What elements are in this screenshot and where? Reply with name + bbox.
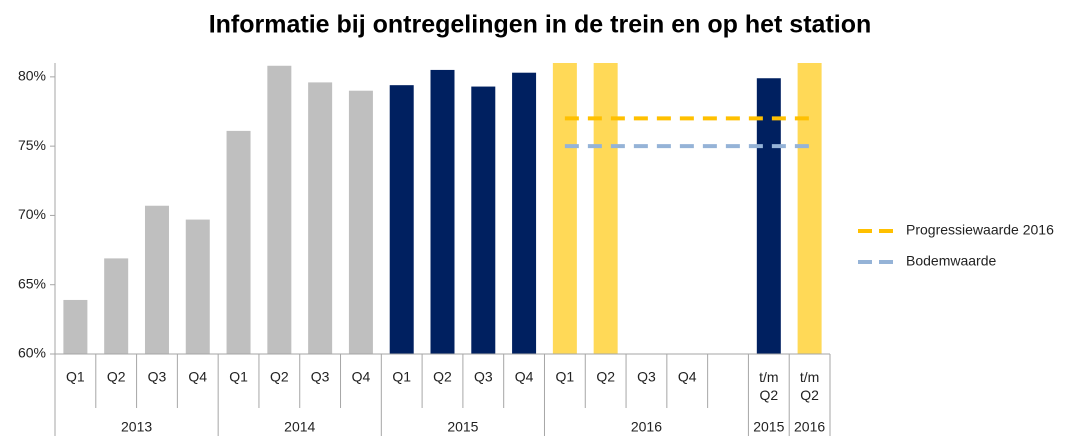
bar (348, 90, 373, 354)
x-tick-label: Q2 (433, 369, 452, 385)
group-label: 2016 (794, 419, 825, 435)
bar (308, 82, 333, 355)
group-label: 2015 (447, 419, 478, 435)
legend-label: Bodemwaarde (906, 253, 996, 269)
x-tick-label: Q3 (148, 369, 167, 385)
x-tick-label: Q4 (352, 369, 371, 385)
bar (430, 69, 455, 354)
group-label: 2015 (753, 419, 784, 435)
chart-title: Informatie bij ontregelingen in de trein… (209, 11, 872, 39)
bar (797, 63, 822, 354)
bar (389, 85, 414, 355)
y-tick-label: 75% (18, 137, 46, 153)
x-tick-label: Q4 (188, 369, 207, 385)
x-tick-label: Q1 (392, 369, 411, 385)
bar (593, 63, 618, 354)
x-tick-label: t/m Q2 (759, 369, 778, 403)
y-tick-label: 70% (18, 206, 46, 222)
x-tick-label: Q4 (515, 369, 534, 385)
y-tick-label: 60% (18, 345, 46, 361)
bar (104, 258, 129, 354)
x-tick-label: Q1 (556, 369, 575, 385)
x-tick-label: Q3 (474, 369, 493, 385)
x-tick-label: t/m Q2 (800, 369, 819, 403)
bar (226, 130, 251, 354)
x-tick-label: Q3 (311, 369, 330, 385)
group-label: 2014 (284, 419, 315, 435)
x-tick-label: Q1 (229, 369, 248, 385)
y-tick-label: 80% (18, 68, 46, 84)
x-tick-label: Q3 (637, 369, 656, 385)
bar (185, 219, 210, 354)
group-label: 2016 (631, 419, 662, 435)
bar (63, 299, 88, 354)
x-tick-label: Q2 (107, 369, 126, 385)
group-label: 2013 (121, 419, 152, 435)
bar (756, 78, 781, 354)
y-tick-label: 65% (18, 275, 46, 291)
bar (267, 65, 292, 355)
bar (552, 63, 577, 354)
x-tick-label: Q1 (66, 369, 85, 385)
x-tick-label: Q2 (270, 369, 289, 385)
bar (144, 205, 169, 354)
legend-label: Progressiewaarde 2016 (906, 222, 1054, 238)
x-tick-label: Q4 (678, 369, 697, 385)
bar (471, 86, 496, 355)
x-tick-label: Q2 (596, 369, 615, 385)
bar (512, 72, 537, 354)
